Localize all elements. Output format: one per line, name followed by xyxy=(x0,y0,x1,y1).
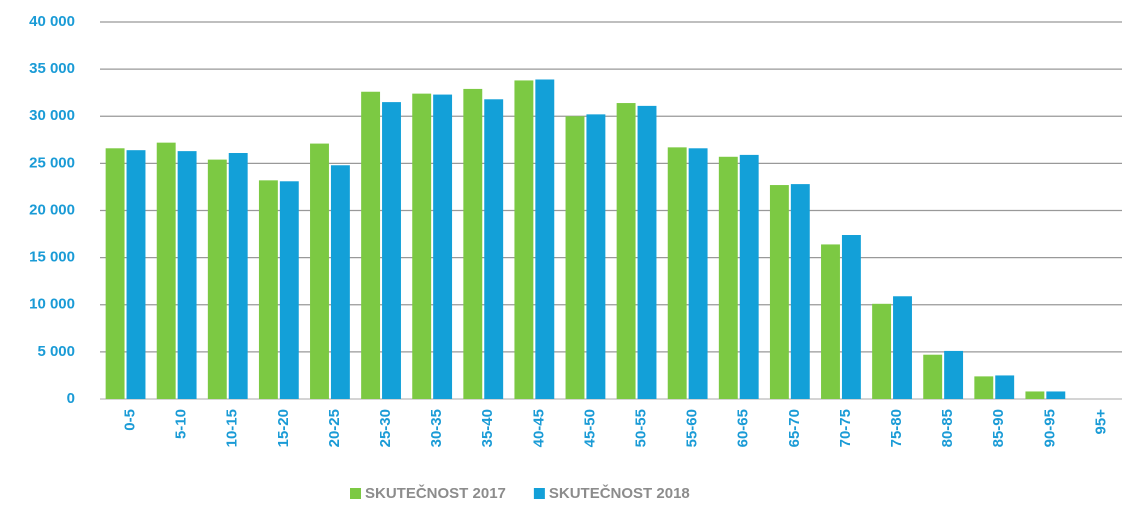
bar xyxy=(688,148,708,399)
bar xyxy=(105,148,125,399)
bar xyxy=(310,143,329,399)
x-tick-label: 0-5 xyxy=(122,409,139,431)
bar xyxy=(126,150,146,399)
bar xyxy=(616,103,636,400)
bar xyxy=(821,244,840,399)
bar xyxy=(463,88,483,399)
bar xyxy=(974,376,994,399)
x-tick-label: 30-35 xyxy=(428,409,445,447)
x-tick-label: 60-65 xyxy=(735,409,752,447)
bar xyxy=(361,91,381,400)
bar xyxy=(769,185,789,399)
bar xyxy=(1025,391,1045,399)
x-tick-label: 70-75 xyxy=(837,409,854,447)
bar xyxy=(667,147,687,399)
bar xyxy=(535,79,555,400)
x-tick-label: 50-55 xyxy=(633,409,650,447)
bar xyxy=(279,181,299,399)
bar xyxy=(790,184,810,399)
bar xyxy=(433,94,453,399)
y-tick-label: 30 000 xyxy=(29,107,75,124)
bar xyxy=(739,154,759,399)
y-tick-label: 0 xyxy=(67,390,75,407)
x-tick-label: 55-60 xyxy=(684,409,701,447)
legend-label: SKUTEČNOST 2018 xyxy=(549,484,690,502)
legend-swatch xyxy=(350,488,361,499)
x-tick-label: 20-25 xyxy=(326,409,343,447)
bar xyxy=(177,151,197,399)
bar xyxy=(258,180,278,399)
bar xyxy=(484,99,504,399)
y-tick-label: 10 000 xyxy=(29,296,75,313)
x-tick-label: 80-85 xyxy=(939,409,956,447)
bar xyxy=(923,354,943,399)
y-tick-label: 15 000 xyxy=(29,249,75,266)
y-tick-label: 5 000 xyxy=(37,343,75,360)
y-tick-label: 35 000 xyxy=(29,60,75,77)
bar xyxy=(586,114,606,400)
bar xyxy=(228,153,248,399)
x-tick-label: 65-70 xyxy=(786,409,803,447)
legend-swatch xyxy=(533,488,545,499)
x-tick-label: 40-45 xyxy=(530,409,547,447)
x-tick-label: 45-50 xyxy=(581,409,598,447)
bar xyxy=(1046,391,1066,399)
bar xyxy=(156,142,176,399)
x-tick-label: 85-90 xyxy=(990,409,1007,447)
bar xyxy=(207,159,227,399)
x-tick-label: 35-40 xyxy=(479,409,496,447)
bar xyxy=(514,80,534,399)
x-tick-label: 75-80 xyxy=(888,409,905,447)
x-tick-label: 5-10 xyxy=(173,409,190,439)
bar xyxy=(412,93,432,399)
bar xyxy=(718,156,738,399)
x-tick-label: 25-30 xyxy=(377,409,394,447)
x-tick-label: 95+ xyxy=(1092,409,1109,435)
x-tick-label: 90-95 xyxy=(1041,409,1058,447)
bar xyxy=(841,235,861,399)
bar xyxy=(565,116,585,399)
legend-label: SKUTEČNOST 2017 xyxy=(365,484,506,502)
bar xyxy=(330,165,350,399)
y-tick-label: 25 000 xyxy=(29,154,75,171)
x-tick-label: 10-15 xyxy=(224,409,241,447)
x-tick-label: 15-20 xyxy=(275,409,292,447)
bar xyxy=(893,296,912,399)
bar xyxy=(872,303,892,399)
y-tick-label: 20 000 xyxy=(29,201,75,218)
bar xyxy=(995,375,1015,399)
bar xyxy=(944,350,964,399)
bar xyxy=(637,105,657,399)
bar xyxy=(382,102,401,400)
y-tick-label: 40 000 xyxy=(29,13,75,30)
